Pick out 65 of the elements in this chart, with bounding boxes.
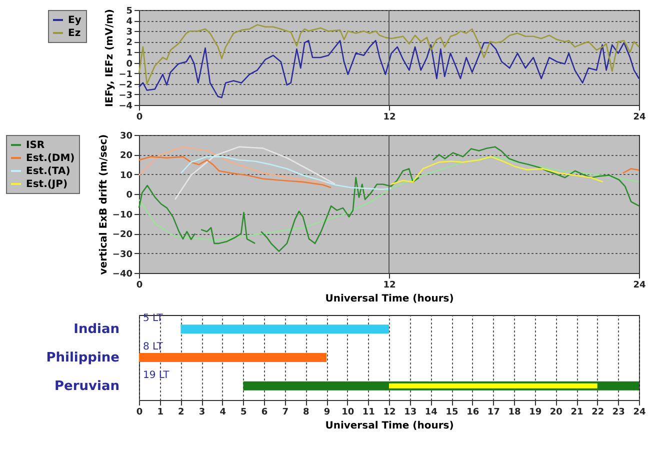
x-tick-label: 3 <box>198 408 206 418</box>
x-tick-label: 21 <box>570 408 584 418</box>
y-tick-label: 2 <box>126 38 132 48</box>
legend-label: Est.(JP) <box>26 179 68 190</box>
y-tick-label: 20 <box>120 151 132 162</box>
x-tick-label: 6 <box>261 408 268 418</box>
x-tick-label: 5 <box>240 408 247 418</box>
x-axis-title: Universal Time (hours) <box>325 294 454 304</box>
annotation: 5 LT <box>143 313 164 324</box>
x-axis-title: Universal Time (hours) <box>325 420 454 432</box>
y-tick-label: Indian <box>74 322 120 338</box>
x-tick-label: 24 <box>633 408 646 418</box>
x-tick-label: 4 <box>220 408 226 418</box>
annotation: 19 LT <box>143 370 170 381</box>
x-tick-label: 1 <box>157 408 164 418</box>
y-axis-title: vertical ExB drift (m/sec) <box>98 134 110 275</box>
legend-label: Ez <box>68 28 81 39</box>
y-tick-label: Philippine <box>46 350 120 366</box>
x-tick-label: 0 <box>136 112 143 122</box>
y-tick-label: −1 <box>118 70 132 80</box>
legend-label: ISR <box>26 140 45 151</box>
x-tick-label: 10 <box>342 408 354 418</box>
x-tick-label: 8 <box>303 408 310 418</box>
x-tick-label: 22 <box>592 408 604 418</box>
x-tick-label: 24 <box>633 280 646 290</box>
y-tick-label: −4 <box>118 102 132 112</box>
y-tick-label: 5 <box>126 6 132 16</box>
x-tick-label: 20 <box>550 408 562 418</box>
y-tick-label: 3 <box>126 28 132 38</box>
x-tick-label: 0 <box>136 408 143 418</box>
x-tick-label: 12 <box>383 280 396 290</box>
x-tick-label: 19 <box>529 408 542 418</box>
y-tick-label: 0 <box>126 59 132 70</box>
x-tick-label: 9 <box>324 408 330 418</box>
y-tick-label: −10 <box>112 210 132 220</box>
x-tick-label: 13 <box>404 408 417 418</box>
x-tick-label: 23 <box>612 408 625 418</box>
y-tick-label: −2 <box>118 80 132 90</box>
x-tick-label: 15 <box>446 408 458 418</box>
x-tick-label: 2 <box>178 408 184 418</box>
x-tick-label: 7 <box>282 408 288 418</box>
y-tick-label: Peruvian <box>54 378 120 394</box>
legend-label: Est.(DM) <box>26 153 75 164</box>
y-tick-label: 4 <box>126 17 132 28</box>
legend-label: Est.(TA) <box>26 166 70 177</box>
y-tick-label: −3 <box>118 90 132 101</box>
y-tick-label: −40 <box>112 270 132 280</box>
legend-label: Ey <box>68 15 82 26</box>
y-tick-label: −20 <box>112 230 132 240</box>
annotation: 8 LT <box>143 342 164 352</box>
x-tick-label: 16 <box>466 408 480 418</box>
x-tick-label: 17 <box>487 408 500 418</box>
x-tick-label: 24 <box>633 112 646 122</box>
x-tick-label: 0 <box>136 280 143 290</box>
x-tick-label: 14 <box>424 408 438 418</box>
y-tick-label: 1 <box>126 48 132 59</box>
y-tick-label: 10 <box>120 170 132 181</box>
x-tick-label: 12 <box>383 408 396 418</box>
y-tick-label: −30 <box>112 250 132 260</box>
y-axis-title: IEFy, IEFz (mV/m) <box>104 9 116 107</box>
y-tick-label: 30 <box>120 132 132 142</box>
x-tick-label: 12 <box>383 112 396 122</box>
y-tick-label: 0 <box>126 190 132 201</box>
x-tick-label: 18 <box>508 408 521 418</box>
x-tick-label: 11 <box>362 408 375 418</box>
